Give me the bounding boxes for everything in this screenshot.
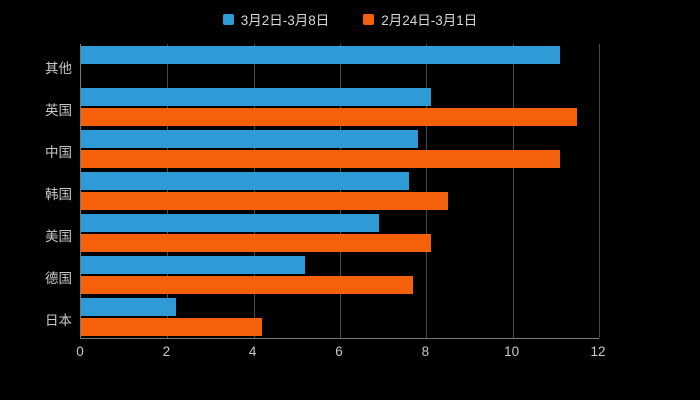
y-axis-label-日本: 日本: [45, 313, 72, 328]
bar-美国-series-0[interactable]: [81, 214, 379, 232]
legend-label-series-1: 2月24日-3月1日: [381, 13, 478, 28]
legend-swatch-icon-series-0: [222, 13, 234, 25]
gridline: [167, 44, 169, 338]
x-axis-tick-12: 12: [590, 344, 606, 359]
y-axis-label-其他: 其他: [45, 61, 72, 76]
gridline: [253, 44, 255, 338]
chart-legend: 3月2日-3月8日 2月24日-3月1日: [0, 8, 700, 30]
x-axis-tick-6: 6: [335, 344, 343, 359]
legend-item-series-1[interactable]: 2月24日-3月1日: [363, 9, 477, 29]
legend-swatch-icon-series-1: [363, 13, 375, 25]
bar-美国-series-1[interactable]: [81, 234, 431, 252]
x-axis-tick-4: 4: [248, 344, 257, 359]
y-axis-label-英国: 英国: [45, 103, 72, 118]
gridline: [512, 44, 514, 338]
x-axis-line: [80, 338, 599, 339]
bar-韩国-series-0[interactable]: [81, 172, 410, 190]
legend-item-series-0[interactable]: 3月2日-3月8日: [222, 9, 330, 29]
y-axis-label-德国: 德国: [45, 271, 72, 286]
bar-其他-series-0[interactable]: [81, 46, 561, 64]
bar-德国-series-0[interactable]: [81, 256, 306, 274]
legend-label-series-0: 3月2日-3月8日: [240, 13, 330, 28]
x-axis-tick-10: 10: [504, 344, 520, 359]
y-axis-label-美国: 美国: [45, 229, 72, 244]
plot-area: [80, 44, 600, 338]
x-axis-tick-0: 0: [76, 344, 84, 359]
bar-中国-series-1[interactable]: [81, 150, 561, 168]
gridline: [599, 44, 600, 338]
gridline: [340, 44, 341, 338]
bar-德国-series-1[interactable]: [81, 276, 414, 294]
x-axis-tick-8: 8: [421, 344, 430, 359]
bar-日本-series-1[interactable]: [81, 318, 263, 336]
bar-英国-series-0[interactable]: [81, 88, 431, 106]
y-axis-label-中国: 中国: [45, 145, 72, 160]
bar-英国-series-1[interactable]: [81, 108, 578, 126]
bar-日本-series-0[interactable]: [81, 298, 176, 316]
bar-中国-series-0[interactable]: [81, 130, 418, 148]
y-axis-label-韩国: 韩国: [45, 187, 72, 202]
gridline: [426, 44, 428, 338]
bar-韩国-series-1[interactable]: [81, 192, 448, 210]
x-axis-tick-2: 2: [162, 344, 171, 359]
